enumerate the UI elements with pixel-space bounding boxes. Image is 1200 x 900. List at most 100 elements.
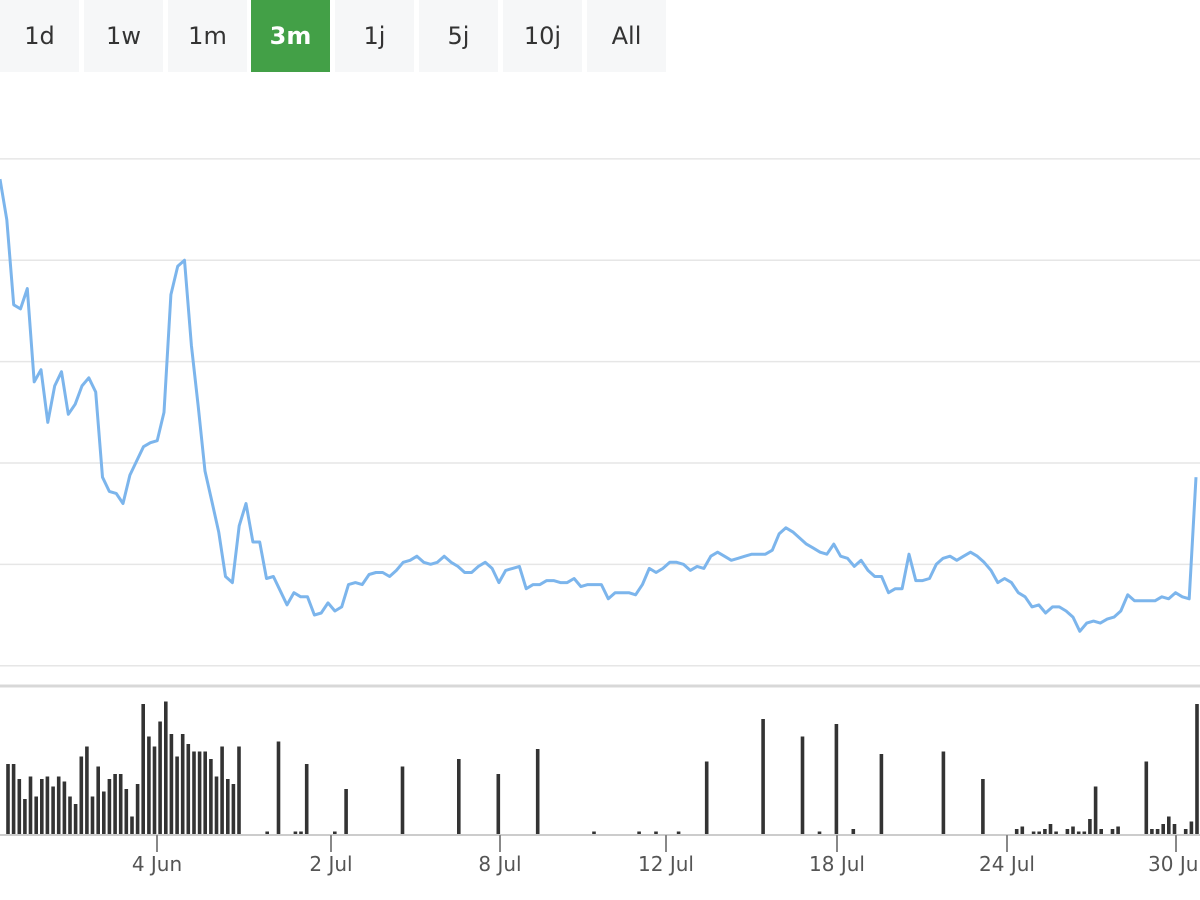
- volume-bar: [107, 779, 112, 834]
- x-tick-label: 2 Jul: [309, 852, 352, 876]
- price-line: [0, 178, 1198, 633]
- volume-bar: [85, 746, 89, 834]
- volume-bar: [1043, 829, 1047, 834]
- volume-bar: [147, 736, 151, 834]
- volume-bar: [17, 779, 22, 834]
- range-button-1j[interactable]: 1j: [335, 0, 414, 72]
- range-button-3m[interactable]: 3m: [251, 0, 330, 72]
- x-tick-label: 4 Jun: [132, 852, 182, 876]
- volume-bar: [90, 796, 95, 834]
- volume-bar: [158, 721, 162, 834]
- volume-bar: [203, 751, 207, 834]
- range-button-5j[interactable]: 5j: [419, 0, 498, 72]
- price-series: [0, 178, 1198, 633]
- volume-bar: [344, 789, 348, 834]
- volume-bar: [231, 784, 236, 834]
- volume-bar: [6, 764, 10, 834]
- volume-bar: [226, 779, 230, 834]
- volume-bar: [1195, 704, 1199, 834]
- volume-bar: [169, 734, 174, 834]
- volume-bar: [817, 831, 822, 834]
- volume-bar: [1093, 786, 1098, 834]
- volume-bar: [1020, 826, 1025, 834]
- volume-bar: [214, 776, 219, 834]
- volume-bar: [175, 756, 179, 834]
- volume-bar: [45, 776, 50, 834]
- volume-bar: [265, 831, 269, 834]
- volume-bar: [118, 774, 123, 834]
- volume-bar: [496, 774, 501, 834]
- volume-bar: [180, 734, 185, 834]
- range-button-1m[interactable]: 1m: [168, 0, 247, 72]
- range-button-all[interactable]: All: [587, 0, 666, 72]
- volume-bar: [197, 751, 202, 834]
- volume-bar: [1172, 824, 1177, 834]
- volume-bar: [56, 776, 61, 834]
- volume-bar: [800, 736, 805, 834]
- x-tick-label: 30 Jul: [1148, 852, 1200, 876]
- volume-bar: [34, 796, 38, 834]
- volume-bar: [79, 756, 84, 834]
- volume-bar: [152, 746, 157, 834]
- volume-bar: [124, 789, 129, 834]
- volume-bar: [400, 766, 405, 834]
- volume-bar: [1161, 824, 1165, 834]
- volume-bar: [130, 816, 134, 834]
- volume-bar: [1116, 826, 1120, 834]
- volume-bar: [592, 831, 596, 834]
- volume-bar: [1048, 824, 1053, 834]
- volume-bar: [1031, 831, 1036, 834]
- volume-bar: [135, 784, 140, 834]
- x-tick-label: 24 Jul: [979, 852, 1035, 876]
- volume-bar: [11, 764, 16, 834]
- volume-bar: [761, 719, 765, 834]
- x-tick-label: 18 Jul: [809, 852, 865, 876]
- volume-bar: [220, 746, 224, 834]
- volume-bar: [1144, 761, 1149, 834]
- range-button-1d[interactable]: 1d: [0, 0, 79, 72]
- volume-bar: [209, 759, 213, 834]
- volume-bar: [637, 831, 641, 834]
- x-tick-label: 12 Jul: [638, 852, 694, 876]
- volume-bar: [186, 744, 191, 834]
- volume-bar: [834, 724, 839, 834]
- volume-bar: [1110, 829, 1115, 834]
- volume-bar: [457, 759, 461, 834]
- volume-bar: [23, 799, 27, 834]
- volume-bar: [981, 779, 985, 834]
- volume-bar: [164, 701, 168, 834]
- volume-bar: [102, 791, 106, 834]
- volume-bar: [113, 774, 117, 834]
- volume-bars: [6, 701, 1199, 834]
- range-button-10j[interactable]: 10j: [503, 0, 582, 72]
- volume-bar: [1054, 831, 1058, 834]
- volume-bar: [654, 831, 658, 834]
- volume-bar: [1065, 829, 1070, 834]
- volume-bar: [40, 779, 44, 834]
- volume-bar: [299, 831, 303, 834]
- volume-bar: [1155, 829, 1160, 834]
- range-button-1w[interactable]: 1w: [84, 0, 163, 72]
- volume-bar: [141, 704, 145, 834]
- volume-bar: [704, 761, 709, 834]
- volume-bar: [1099, 829, 1103, 834]
- volume-bar: [73, 804, 78, 834]
- volume-bar: [535, 749, 540, 834]
- volume-bar: [851, 829, 856, 834]
- volume-bar: [333, 831, 337, 834]
- volume-bar: [676, 831, 681, 834]
- volume-bar: [51, 786, 55, 834]
- volume-bar: [1014, 829, 1019, 834]
- volume-bar: [1071, 826, 1075, 834]
- x-axis: 4 Jun 2 Jul 8 Jul 12 Jul 18 Jul 24 Jul 30 Jul: [0, 834, 1200, 876]
- volume-bar: [237, 746, 241, 834]
- volume-bar: [1037, 831, 1041, 834]
- volume-bar: [192, 751, 196, 834]
- volume-bar: [28, 776, 33, 834]
- volume-bar: [96, 766, 100, 834]
- gridlines: [0, 158, 1200, 688]
- volume-bar: [1076, 831, 1081, 834]
- price-chart: 4 Jun 2 Jul 8 Jul 12 Jul 18 Jul 24 Jul 30 Jul: [0, 158, 1200, 876]
- volume-bar: [293, 831, 298, 834]
- volume-bar: [1150, 829, 1154, 834]
